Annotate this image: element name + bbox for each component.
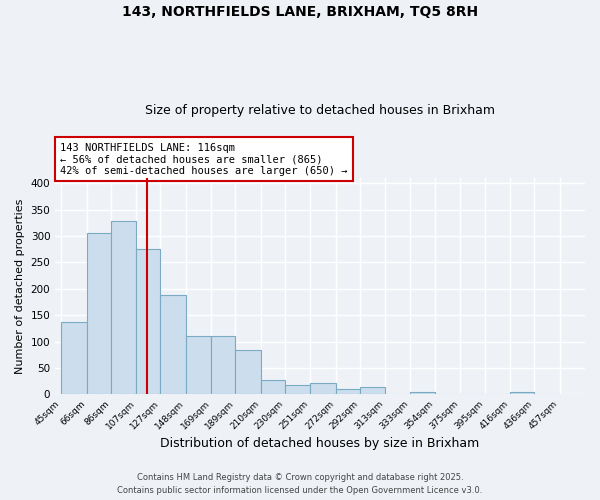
Bar	[111, 221, 136, 394]
Bar	[136, 249, 160, 394]
X-axis label: Distribution of detached houses by size in Brixham: Distribution of detached houses by size …	[160, 437, 480, 450]
Text: 143 NORTHFIELDS LANE: 116sqm
← 56% of detached houses are smaller (865)
42% of s: 143 NORTHFIELDS LANE: 116sqm ← 56% of de…	[61, 142, 348, 176]
Title: Size of property relative to detached houses in Brixham: Size of property relative to detached ho…	[145, 104, 495, 117]
Bar	[510, 392, 534, 394]
Bar	[211, 336, 235, 394]
Bar	[410, 392, 435, 394]
Bar	[360, 386, 385, 394]
Bar	[86, 234, 111, 394]
Bar	[310, 383, 336, 394]
Text: 143, NORTHFIELDS LANE, BRIXHAM, TQ5 8RH: 143, NORTHFIELDS LANE, BRIXHAM, TQ5 8RH	[122, 5, 478, 19]
Bar	[186, 336, 211, 394]
Bar	[261, 380, 285, 394]
Bar	[336, 389, 360, 394]
Bar	[285, 385, 310, 394]
Text: Contains HM Land Registry data © Crown copyright and database right 2025.
Contai: Contains HM Land Registry data © Crown c…	[118, 474, 482, 495]
Y-axis label: Number of detached properties: Number of detached properties	[15, 198, 25, 374]
Bar	[160, 295, 186, 394]
Bar	[61, 322, 86, 394]
Bar	[235, 350, 261, 395]
